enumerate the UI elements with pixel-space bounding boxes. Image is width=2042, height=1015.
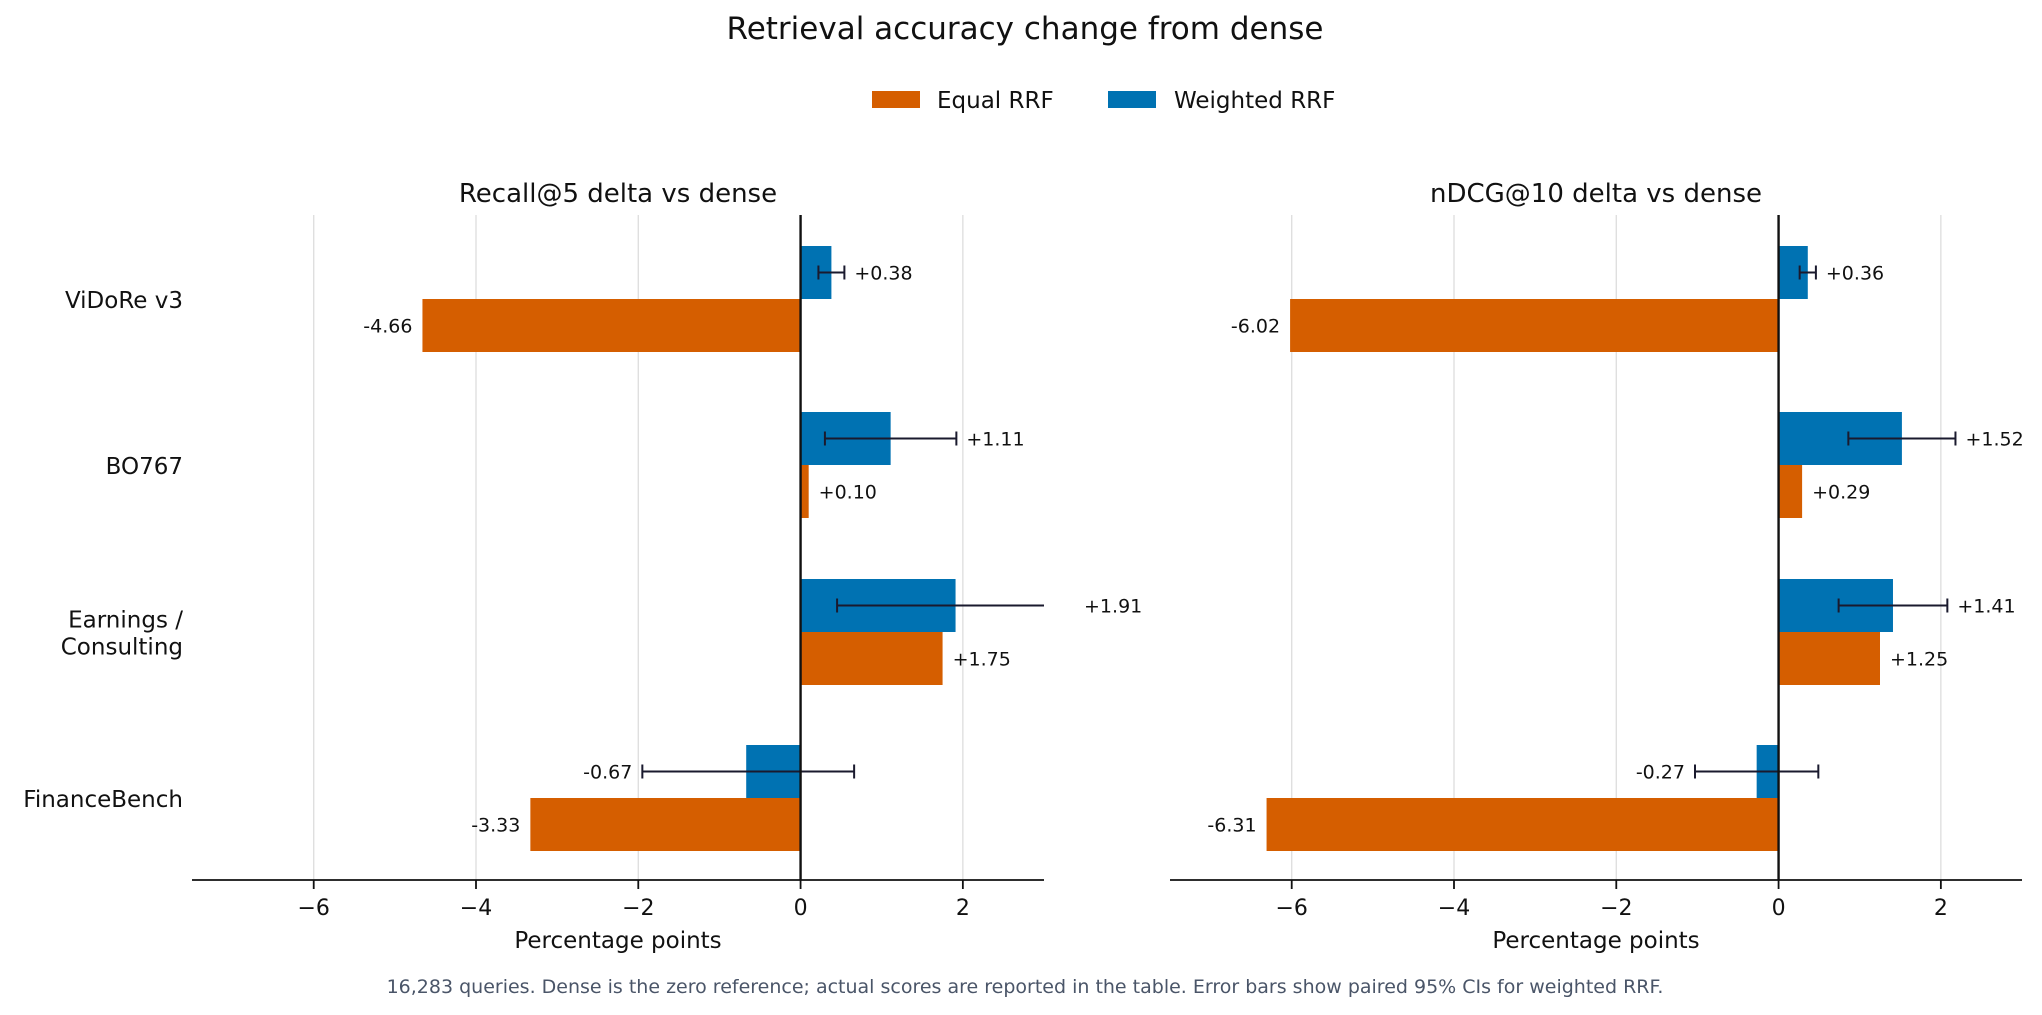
data-label-weighted-rrf: +0.36 bbox=[1826, 263, 1884, 285]
bar-equal-rrf bbox=[1778, 632, 1880, 685]
bar-equal-rrf bbox=[800, 632, 943, 685]
category-label: Earnings / bbox=[68, 608, 183, 634]
data-label-weighted-rrf: -0.27 bbox=[1636, 762, 1685, 784]
panel-title: Recall@5 delta vs dense bbox=[459, 179, 777, 209]
data-label-equal-rrf: +1.25 bbox=[1890, 649, 1948, 671]
category-label: Consulting bbox=[61, 635, 183, 661]
bar-equal-rrf bbox=[800, 465, 809, 518]
legend-swatch-equal-rrf bbox=[872, 91, 920, 108]
bar-equal-rrf bbox=[1266, 798, 1779, 851]
data-label-equal-rrf: -4.66 bbox=[363, 316, 412, 338]
footnote: 16,283 queries. Dense is the zero refere… bbox=[387, 976, 1664, 998]
bar-equal-rrf bbox=[1778, 465, 1803, 518]
panel-recall-at-5: Recall@5 delta vs dense +0.38 -4.66 ViDoRe … bbox=[23, 179, 1142, 954]
data-label-equal-rrf: -3.33 bbox=[471, 815, 520, 837]
category-label: BO767 bbox=[106, 454, 183, 480]
x-tick-label: −4 bbox=[460, 896, 492, 921]
x-tick-label: −6 bbox=[1275, 896, 1307, 921]
data-label-equal-rrf: -6.02 bbox=[1231, 316, 1280, 338]
data-label-weighted-rrf: +1.91 bbox=[1084, 596, 1142, 618]
x-tick-label: −2 bbox=[622, 896, 654, 921]
figure-title: Retrieval accuracy change from dense bbox=[727, 11, 1324, 47]
x-tick-label: 0 bbox=[794, 896, 808, 921]
x-tick-label: −2 bbox=[1600, 896, 1632, 921]
x-tick-label: 2 bbox=[1934, 896, 1948, 921]
data-label-equal-rrf: -6.31 bbox=[1207, 815, 1256, 837]
data-label-equal-rrf: +1.75 bbox=[953, 649, 1011, 671]
category-label: ViDoRe v3 bbox=[65, 288, 183, 314]
x-tick-label: 0 bbox=[1772, 896, 1786, 921]
panel-title: nDCG@10 delta vs dense bbox=[1430, 179, 1762, 209]
x-tick-label: 2 bbox=[956, 896, 970, 921]
bar-equal-rrf bbox=[422, 299, 801, 352]
legend-swatch-weighted-rrf bbox=[1108, 91, 1156, 108]
data-label-weighted-rrf: +0.38 bbox=[854, 263, 912, 285]
legend: Equal RRF Weighted RRF bbox=[872, 88, 1335, 114]
x-axis-label: Percentage points bbox=[514, 928, 721, 954]
x-tick-label: −6 bbox=[297, 896, 329, 921]
legend-label-equal-rrf: Equal RRF bbox=[937, 88, 1054, 114]
bar-equal-rrf bbox=[1290, 299, 1779, 352]
panel-ndcg-at-10: nDCG@10 delta vs dense +0.36 -6.02 +1.52 +0.… bbox=[1170, 179, 2024, 954]
data-label-equal-rrf: +0.10 bbox=[819, 482, 877, 504]
legend-label-weighted-rrf: Weighted RRF bbox=[1174, 88, 1335, 114]
category-label: FinanceBench bbox=[23, 787, 183, 813]
data-label-weighted-rrf: +1.11 bbox=[966, 429, 1024, 451]
data-label-weighted-rrf: -0.67 bbox=[583, 762, 632, 784]
data-label-equal-rrf: +0.29 bbox=[1812, 482, 1870, 504]
x-tick-label: −4 bbox=[1438, 896, 1470, 921]
x-axis-label: Percentage points bbox=[1492, 928, 1699, 954]
bar-equal-rrf bbox=[530, 798, 801, 851]
data-label-weighted-rrf: +1.41 bbox=[1957, 596, 2015, 618]
data-label-weighted-rrf: +1.52 bbox=[1965, 429, 2023, 451]
